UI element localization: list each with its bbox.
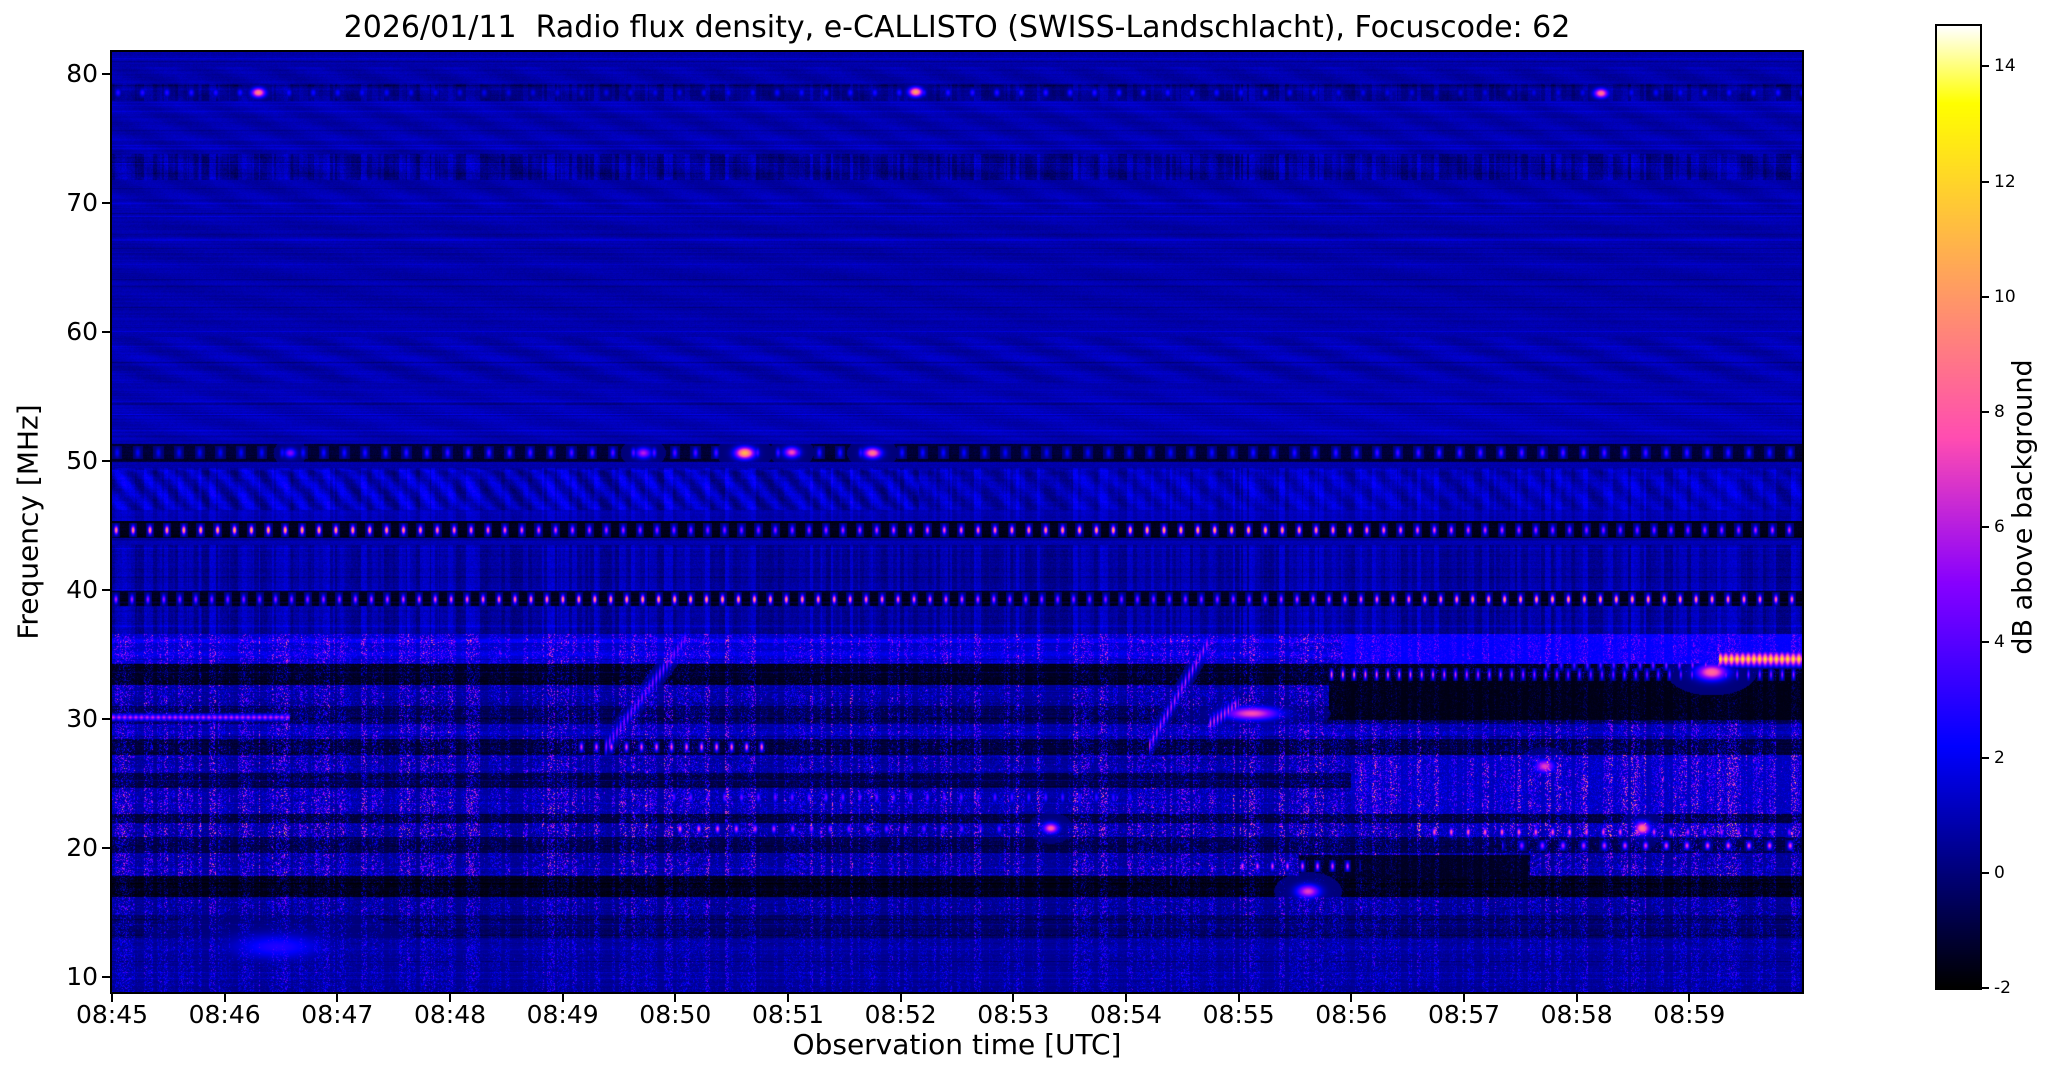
- x-tick-label: 08:54: [1089, 1000, 1163, 1029]
- colorbar-tick-mark: [1982, 180, 1989, 183]
- y-tick-mark: [102, 975, 110, 978]
- y-tick-mark: [102, 459, 110, 462]
- x-tick-label: 08:53: [977, 1000, 1050, 1029]
- x-tick-mark: [223, 994, 226, 1002]
- chart-title: 2026/01/11 Radio flux density, e-CALLIST…: [343, 10, 1571, 45]
- x-tick-mark: [1350, 994, 1353, 1002]
- x-tick-label: 08:52: [864, 1000, 937, 1029]
- colorbar-tick-label: 10: [1994, 286, 2016, 307]
- x-tick-mark: [336, 994, 339, 1002]
- x-tick-label: 08:56: [1315, 1000, 1388, 1029]
- x-tick-mark: [1463, 994, 1465, 1002]
- y-tick-label: 20: [66, 832, 98, 862]
- x-tick-mark: [449, 994, 451, 1002]
- colorbar-tick-label: 14: [1994, 56, 2016, 77]
- colorbar-tick-mark: [1982, 65, 1989, 68]
- y-tick-mark: [102, 717, 110, 720]
- colorbar-tick-label: 2: [1994, 747, 2005, 768]
- x-tick-label: 08:51: [751, 1000, 825, 1029]
- y-tick-label: 70: [66, 187, 98, 217]
- colorbar-tick-label: 12: [1994, 171, 2016, 192]
- x-tick-label: 08:47: [301, 1000, 374, 1029]
- x-tick-label: 08:58: [1540, 1000, 1613, 1029]
- colorbar-tick-mark: [1982, 871, 1989, 874]
- spectrogram-heatmap-canvas: [112, 52, 1802, 992]
- y-tick-label: 80: [66, 58, 98, 88]
- colorbar-tick-label: 8: [1994, 401, 2005, 422]
- x-tick-label: 08:48: [413, 1000, 487, 1029]
- x-tick-label: 08:49: [526, 1000, 599, 1029]
- y-tick-mark: [102, 846, 110, 849]
- x-tick-mark: [111, 994, 113, 1002]
- y-axis-label: Frequency [MHz]: [11, 404, 45, 640]
- x-tick-label: 08:57: [1427, 1000, 1501, 1029]
- colorbar-label: dB above background: [2007, 359, 2039, 655]
- colorbar-tick-label: -2: [1994, 978, 2011, 998]
- colorbar-tick-label: 4: [1994, 632, 2005, 653]
- x-tick-mark: [674, 994, 677, 1002]
- x-tick-label: 08:55: [1202, 1000, 1275, 1029]
- y-tick-label: 40: [66, 574, 98, 604]
- y-tick-label: 10: [66, 961, 98, 991]
- colorbar-tick-label: 6: [1994, 517, 2005, 538]
- y-tick-mark: [102, 201, 110, 204]
- y-tick-label: 30: [66, 703, 98, 733]
- colorbar-tick-mark: [1982, 410, 1989, 413]
- colorbar-tick-mark: [1982, 987, 1989, 989]
- x-tick-label: 08:46: [188, 1000, 261, 1029]
- x-tick-label: 08:59: [1653, 1000, 1726, 1029]
- x-axis-label: Observation time [UTC]: [792, 1028, 1122, 1061]
- colorbar-tick-mark: [1982, 526, 1989, 529]
- colorbar-gradient-canvas: [1937, 26, 1980, 988]
- colorbar-tick-mark: [1982, 295, 1989, 298]
- y-tick-mark: [102, 588, 110, 591]
- y-tick-label: 60: [66, 316, 98, 346]
- x-tick-label: 08:50: [639, 1000, 712, 1029]
- x-tick-mark: [1237, 994, 1240, 1002]
- y-tick-mark: [102, 72, 110, 75]
- x-tick-mark: [787, 994, 789, 1002]
- colorbar-tick-mark: [1982, 756, 1989, 759]
- colorbar-tick-mark: [1982, 641, 1989, 644]
- y-tick-label: 50: [66, 445, 98, 475]
- x-tick-mark: [561, 994, 564, 1002]
- x-tick-label: 08:45: [75, 1000, 149, 1029]
- x-tick-mark: [1012, 994, 1015, 1002]
- x-tick-mark: [1575, 994, 1578, 1002]
- x-tick-mark: [899, 994, 902, 1002]
- colorbar-tick-label: 0: [1994, 862, 2005, 883]
- x-tick-mark: [1125, 994, 1127, 1002]
- x-tick-mark: [1688, 994, 1691, 1002]
- y-tick-mark: [102, 330, 110, 333]
